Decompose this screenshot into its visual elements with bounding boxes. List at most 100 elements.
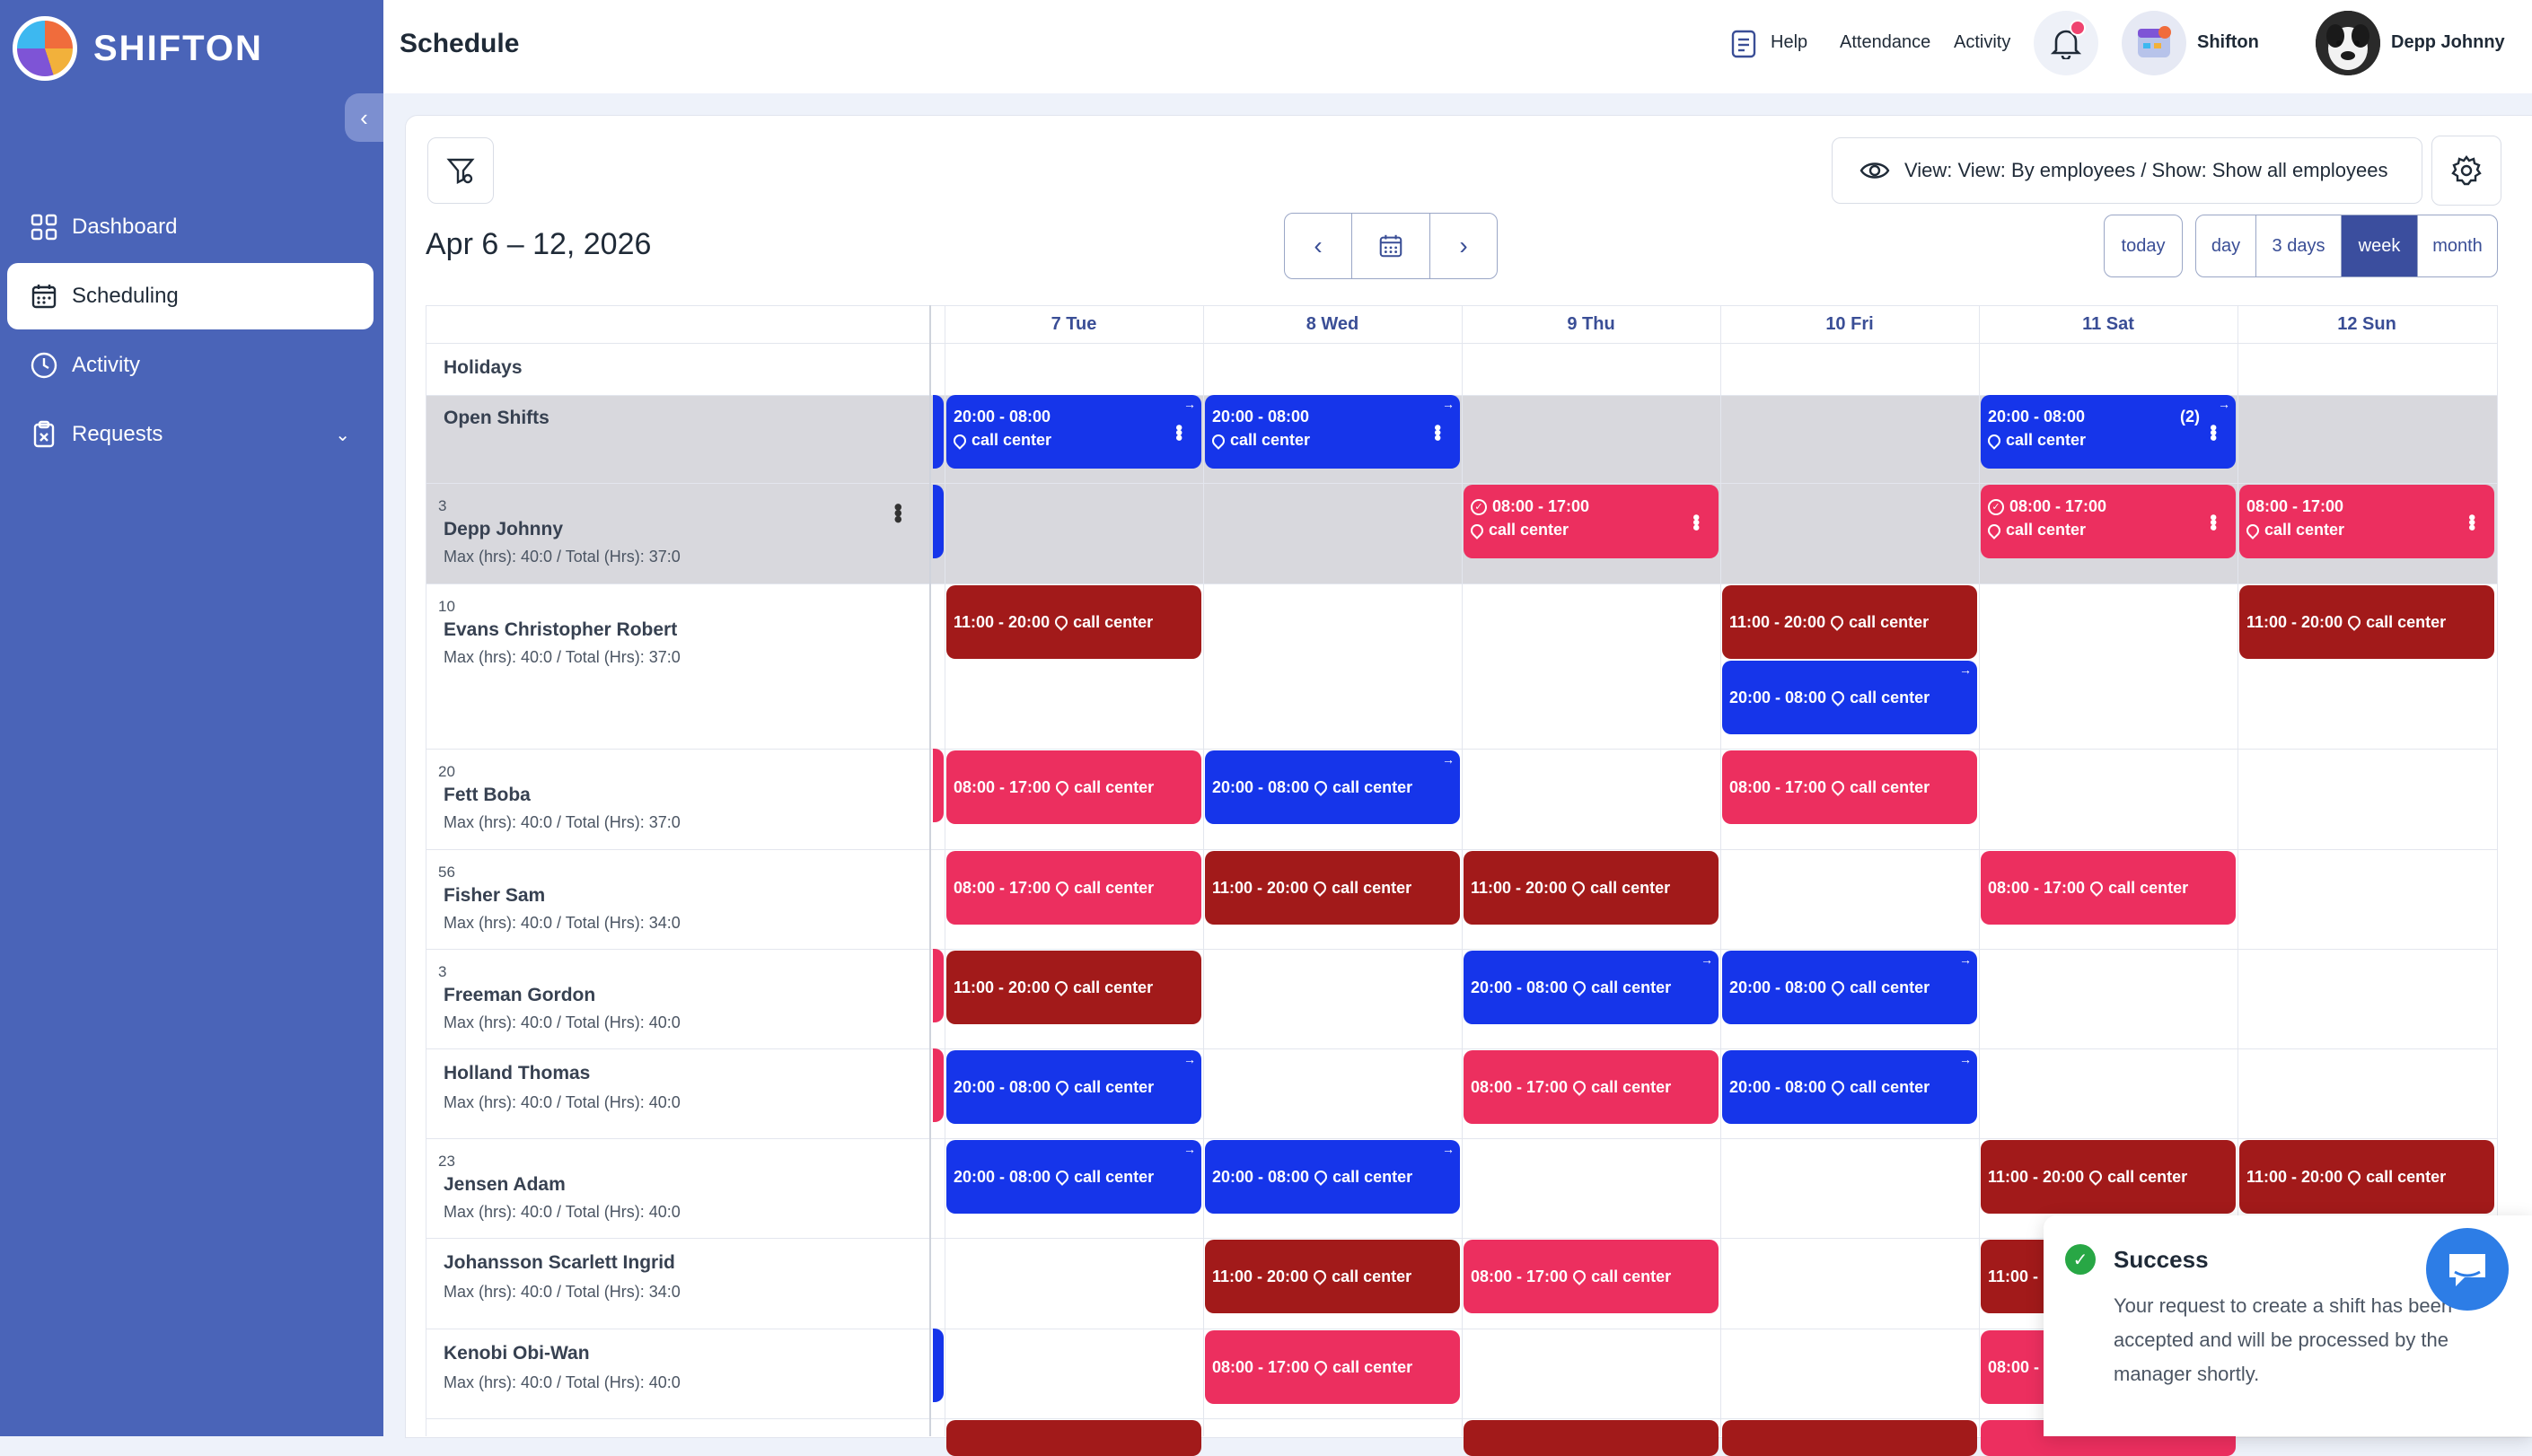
arrow-icon: → bbox=[2218, 397, 2230, 411]
notifications-button[interactable] bbox=[2034, 11, 2098, 75]
shift-block[interactable]: 20:00 - 08:00 call center → bbox=[1722, 661, 1977, 734]
shift-block-edge[interactable] bbox=[933, 395, 944, 469]
day-header: 9 Thu bbox=[1567, 314, 1615, 334]
shift-block[interactable]: 11:00 - 20:00 call center bbox=[2239, 585, 2494, 659]
shift-block[interactable]: 20:00 - 08:00 call center → bbox=[946, 1140, 1201, 1214]
location-pin-icon bbox=[951, 431, 969, 450]
employee-name: Depp Johnny bbox=[444, 519, 564, 539]
sidebar-item-scheduling[interactable]: Scheduling bbox=[7, 263, 374, 329]
tab-day[interactable]: day bbox=[2196, 215, 2256, 276]
view-select[interactable]: View: View: By employees / Show: Show al… bbox=[1832, 137, 2422, 204]
next-week-button[interactable]: › bbox=[1430, 214, 1497, 278]
shift-block[interactable] bbox=[1722, 1420, 1977, 1456]
location-pin-icon bbox=[1570, 978, 1588, 996]
shift-block[interactable]: 11:00 - 20:00 call center bbox=[946, 585, 1201, 659]
more-options-icon[interactable]: ••• bbox=[884, 503, 912, 522]
date-picker-button[interactable] bbox=[1352, 214, 1430, 278]
company-avatar[interactable] bbox=[2122, 11, 2186, 75]
shift-block[interactable]: 08:00 - 17:00 call center bbox=[1464, 1050, 1719, 1124]
filter-button[interactable] bbox=[427, 137, 494, 204]
more-options-icon: ••• bbox=[1168, 424, 1191, 440]
shift-block-edge[interactable] bbox=[933, 1048, 944, 1122]
sidebar-item-label: Scheduling bbox=[72, 284, 179, 308]
employee-number: 56 bbox=[438, 864, 455, 881]
prev-week-button[interactable]: ‹ bbox=[1285, 214, 1352, 278]
attendance-link[interactable]: Attendance bbox=[1840, 32, 1931, 52]
shift-block-edge[interactable] bbox=[933, 1329, 944, 1402]
help-link[interactable]: Help bbox=[1771, 32, 1808, 52]
tab-week[interactable]: week bbox=[2342, 215, 2418, 276]
sidebar-item-dashboard[interactable]: Dashboard bbox=[7, 194, 374, 260]
logo[interactable]: SHIFTON bbox=[13, 16, 263, 81]
toast-title: Success bbox=[2114, 1246, 2209, 1273]
day-header: 7 Tue bbox=[1051, 314, 1097, 334]
shift-block[interactable]: 11:00 - 20:00 call center bbox=[1205, 1240, 1460, 1313]
shift-block[interactable]: 20:00 - 08:00 call center ••• → bbox=[946, 395, 1201, 469]
shift-block[interactable]: 20:00 - 08:00 call center → bbox=[1205, 750, 1460, 824]
shift-block[interactable]: 11:00 - 20:00 call center bbox=[1205, 851, 1460, 925]
shift-block[interactable]: ✓ 08:00 - 17:00 call center ••• bbox=[1981, 485, 2236, 558]
employee-name: Fett Boba bbox=[444, 785, 531, 805]
sidebar-item-requests[interactable]: Requests ⌄ bbox=[7, 401, 374, 468]
shift-block[interactable]: 20:00 - 08:00 call center → bbox=[1722, 951, 1977, 1024]
shift-block[interactable]: 11:00 - 20:00 call center bbox=[1722, 585, 1977, 659]
shift-block[interactable]: 20:00 - 08:00 call center → bbox=[946, 1050, 1201, 1124]
user-name[interactable]: Depp Johnny bbox=[2391, 32, 2505, 52]
more-options-icon: ••• bbox=[1427, 424, 1449, 440]
location-pin-icon bbox=[1570, 1267, 1588, 1285]
view-label: View: View: By employees / Show: Show al… bbox=[1904, 159, 2388, 181]
shift-block[interactable]: 11:00 - 20:00 call center bbox=[1464, 851, 1719, 925]
location-pin-icon bbox=[1468, 521, 1486, 539]
check-circle-icon: ✓ bbox=[1471, 498, 1487, 515]
shift-block[interactable]: 08:00 - 17:00 call center bbox=[1464, 1240, 1719, 1313]
chevron-down-icon: ⌄ bbox=[335, 425, 350, 445]
shift-block[interactable]: 20:00 - 08:00 call center → bbox=[1205, 1140, 1460, 1214]
shift-count-badge: (2) bbox=[2180, 408, 2200, 425]
employee-number: 23 bbox=[438, 1153, 455, 1170]
clipboard-icon bbox=[29, 419, 59, 450]
shift-block[interactable]: 20:00 - 08:00 call center ••• → bbox=[1205, 395, 1460, 469]
arrow-icon: → bbox=[1183, 397, 1196, 411]
shift-block[interactable]: ✓ 08:00 - 17:00 call center ••• bbox=[1464, 485, 1719, 558]
shift-block[interactable]: 08:00 - 17:00 call center bbox=[1722, 750, 1977, 824]
location-pin-icon bbox=[1311, 1267, 1329, 1285]
shift-block[interactable]: 08:00 - 17:00 call center bbox=[946, 750, 1201, 824]
settings-button[interactable] bbox=[2431, 136, 2501, 206]
shift-block[interactable]: 11:00 - 20:00 call center bbox=[946, 951, 1201, 1024]
arrow-icon: → bbox=[1442, 1142, 1455, 1156]
company-name[interactable]: Shifton bbox=[2197, 32, 2259, 52]
more-options-icon: ••• bbox=[2202, 513, 2225, 530]
shift-block-edge[interactable] bbox=[933, 949, 944, 1022]
shift-block[interactable]: 08:00 - 17:00 call center bbox=[1981, 851, 2236, 925]
shift-block[interactable] bbox=[946, 1420, 1201, 1456]
chat-button[interactable] bbox=[2426, 1228, 2509, 1311]
date-range: Apr 6 – 12, 2026 bbox=[426, 227, 652, 261]
shift-block[interactable]: 20:00 - 08:00 call center → bbox=[1464, 951, 1719, 1024]
activity-link[interactable]: Activity bbox=[1954, 32, 2011, 52]
sidebar-item-activity[interactable]: Activity bbox=[7, 332, 374, 399]
help-icon[interactable] bbox=[1730, 29, 1757, 64]
holidays-label: Holidays bbox=[444, 357, 523, 378]
location-pin-icon bbox=[1052, 978, 1070, 996]
location-pin-icon bbox=[2244, 521, 2262, 539]
location-pin-icon bbox=[1053, 1168, 1071, 1186]
check-circle-icon: ✓ bbox=[1988, 498, 2004, 515]
shift-block-edge[interactable] bbox=[933, 485, 944, 558]
shift-block-edge[interactable] bbox=[933, 749, 944, 822]
avatar[interactable] bbox=[2316, 11, 2380, 75]
collapse-sidebar-button[interactable]: ‹ bbox=[345, 93, 383, 142]
shift-block[interactable]: 20:00 - 08:00 call center → bbox=[1722, 1050, 1977, 1124]
location-pin-icon bbox=[1829, 778, 1847, 796]
location-pin-icon bbox=[1312, 778, 1330, 796]
shift-block[interactable] bbox=[1464, 1420, 1719, 1456]
tab-month[interactable]: month bbox=[2432, 235, 2483, 256]
tab-3-days[interactable]: 3 days bbox=[2256, 215, 2342, 276]
today-button[interactable]: today bbox=[2104, 215, 2183, 277]
shift-block[interactable]: 11:00 - 20:00 call center bbox=[1981, 1140, 2236, 1214]
employee-number: 3 bbox=[438, 497, 447, 514]
shift-block[interactable]: 11:00 - 20:00 call center bbox=[2239, 1140, 2494, 1214]
shift-block[interactable]: 08:00 - 17:00 call center bbox=[1205, 1330, 1460, 1404]
shift-block[interactable]: 08:00 - 17:00 call center bbox=[946, 851, 1201, 925]
shift-block[interactable]: 08:00 - 17:00 call center ••• bbox=[2239, 485, 2494, 558]
shift-block[interactable]: 20:00 - 08:00 (2) call center ••• → bbox=[1981, 395, 2236, 469]
